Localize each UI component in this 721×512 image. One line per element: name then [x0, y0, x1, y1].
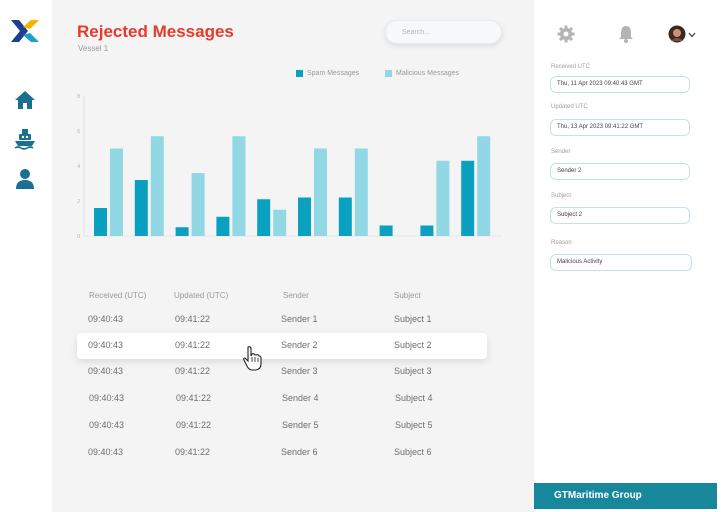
main-content: Rejected Messages Vessel 1 Spam Messages…: [52, 0, 534, 512]
y-tick-label: 2: [77, 199, 80, 205]
subject-cell: Subject 5: [395, 420, 433, 430]
bar-malicious: [354, 148, 368, 236]
user-icon[interactable]: [13, 167, 37, 191]
legend-spam: Spam Messages: [296, 70, 359, 77]
updated-utc-label: Updated UTC: [551, 104, 588, 110]
bar-malicious: [110, 148, 123, 236]
subject-cell: Subject 6: [394, 447, 432, 457]
updated-cell: 09:41:22: [175, 366, 211, 376]
home-icon[interactable]: [13, 88, 37, 112]
bar-spam: [298, 197, 311, 236]
sender-cell: Sender 2: [281, 340, 318, 350]
subject-cell: Subject 1: [394, 314, 432, 324]
bar-spam: [94, 208, 107, 236]
received-cell: 09:40:43: [89, 393, 125, 403]
subject-cell: Subject 2: [394, 340, 432, 350]
bar-malicious: [150, 136, 164, 236]
updated-cell: 09:41:22: [175, 314, 211, 324]
subject-cell: Subject 3: [394, 366, 432, 376]
bar-spam: [461, 160, 475, 236]
sender-cell: Sender 3: [281, 366, 318, 376]
bar-spam: [338, 197, 352, 236]
bar-spam: [379, 225, 393, 236]
page-title: Rejected Messages: [77, 22, 234, 41]
sender-cell: Sender 5: [282, 420, 319, 430]
legend-spam-label: Spam Messages: [307, 70, 360, 77]
reason-label: Reason: [551, 240, 572, 246]
company-name: GTMaritime Group: [534, 483, 717, 509]
bar-malicious: [273, 209, 287, 236]
bar-spam: [216, 216, 230, 236]
table-row[interactable]: 09:40:43 09:41:22 Sender 3 Subject 3: [77, 359, 487, 385]
pointer-cursor-icon: [243, 346, 262, 371]
sender-label: Sender: [551, 149, 571, 155]
received-utc-field[interactable]: Thu, 11 Apr 2023 09:40:43 GMT: [550, 76, 690, 93]
page-subtitle: Vessel 1: [78, 44, 109, 53]
logo-icon: [11, 20, 39, 42]
y-tick-label: 8: [77, 94, 80, 100]
legend-malicious-label: Malicious Messages: [396, 70, 460, 77]
sender-cell: Sender 6: [281, 447, 318, 457]
column-header-subject[interactable]: Subject: [394, 291, 421, 300]
column-header-sender[interactable]: Sender: [283, 291, 309, 300]
column-header-updated[interactable]: Updated (UTC): [174, 291, 229, 300]
table-row[interactable]: 09:40:43 09:41:22 Sender 6 Subject 6: [77, 440, 487, 466]
bar-malicious: [191, 173, 205, 236]
received-cell: 09:40:43: [89, 420, 125, 430]
table-row[interactable]: 09:40:43 09:41:22 Sender 4 Subject 4: [77, 386, 487, 412]
received-cell: 09:40:43: [88, 447, 124, 457]
bar-spam: [420, 225, 434, 236]
updated-utc-field[interactable]: Thu, 13 Apr 2023 09:41:22 GMT: [550, 119, 690, 136]
sender-cell: Sender 4: [282, 393, 319, 403]
received-cell: 09:40:43: [88, 340, 124, 350]
details-panel: Received UTC Thu, 11 Apr 2023 09:40:43 G…: [534, 0, 721, 512]
settings-icon[interactable]: [556, 24, 576, 44]
table-row-selected[interactable]: 09:40:43 09:41:22 Sender 2 Subject 2: [77, 333, 487, 359]
received-cell: 09:40:43: [88, 314, 124, 324]
sender-field[interactable]: Sender 2: [550, 163, 690, 180]
ship-icon[interactable]: [13, 126, 37, 150]
bar-malicious: [436, 160, 450, 236]
bar-malicious: [314, 148, 327, 236]
bell-icon[interactable]: [616, 24, 636, 44]
reason-field[interactable]: Malicious Activity: [550, 254, 692, 271]
bar-chart: 0 2 4 6 8: [77, 94, 502, 240]
legend-spam-swatch: [296, 70, 303, 77]
received-cell: 09:40:43: [88, 366, 124, 376]
updated-cell: 09:41:22: [175, 447, 211, 457]
y-tick-label: 4: [77, 164, 80, 170]
subject-cell: Subject 4: [395, 393, 433, 403]
bar-spam: [175, 227, 189, 236]
legend-malicious-swatch: [385, 70, 392, 77]
chevron-down-icon[interactable]: [687, 30, 697, 40]
bar-spam: [134, 180, 148, 236]
column-header-received[interactable]: Received (UTC): [89, 291, 147, 300]
updated-cell: 09:41:22: [175, 340, 211, 350]
y-tick-label: 0: [77, 234, 80, 240]
y-tick-label: 6: [77, 129, 80, 135]
table-row[interactable]: 09:40:43 09:41:22 Sender 5 Subject 5: [77, 413, 487, 439]
bar-malicious: [232, 136, 246, 236]
left-nav: [0, 0, 52, 512]
bar-spam: [257, 199, 271, 236]
avatar[interactable]: [668, 25, 686, 43]
table-row[interactable]: 09:40:43 09:41:22 Sender 1 Subject 1: [77, 307, 487, 333]
legend-malicious: Malicious Messages: [385, 70, 459, 77]
bar-malicious: [477, 136, 491, 236]
sender-cell: Sender 1: [281, 314, 318, 324]
subject-label: Subject: [551, 193, 572, 199]
subject-field[interactable]: Subject 2: [550, 207, 690, 224]
received-utc-label: Received UTC: [551, 64, 591, 70]
updated-cell: 09:41:22: [176, 393, 212, 403]
updated-cell: 09:41:22: [176, 420, 212, 430]
search-input[interactable]: [385, 20, 502, 44]
